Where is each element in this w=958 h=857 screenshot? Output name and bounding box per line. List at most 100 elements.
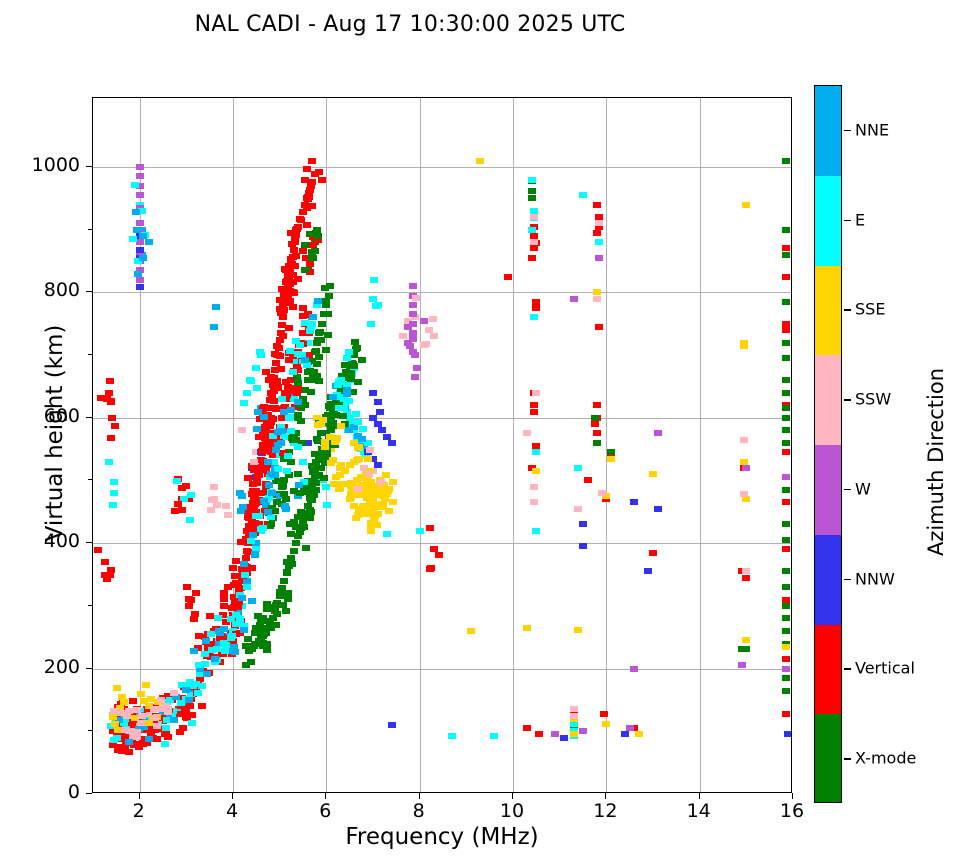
data-point (376, 408, 384, 415)
data-point (303, 439, 312, 446)
data-point (302, 205, 311, 212)
data-point (602, 493, 611, 500)
data-point (264, 494, 273, 501)
data-point (242, 555, 251, 562)
data-point (280, 502, 289, 509)
data-point (649, 471, 657, 478)
data-point (252, 500, 261, 507)
data-point (289, 271, 298, 278)
data-point (317, 176, 326, 183)
data-point (182, 583, 191, 590)
data-point (335, 404, 344, 411)
data-point (264, 444, 273, 451)
data-point (268, 505, 277, 512)
data-point (229, 603, 238, 610)
x-axis-tick (232, 793, 233, 799)
data-point (285, 298, 294, 305)
data-point (159, 718, 167, 725)
data-point (229, 638, 237, 644)
data-point (530, 499, 538, 506)
data-point (411, 352, 419, 359)
data-point (293, 350, 302, 357)
colorbar-label-ssw: SSW (855, 389, 892, 409)
data-point (278, 585, 286, 592)
data-point (263, 646, 272, 653)
data-point (309, 241, 318, 248)
data-point (344, 398, 353, 405)
data-point (258, 447, 267, 454)
data-point (243, 577, 251, 584)
data-point (132, 733, 141, 740)
data-point (238, 493, 247, 500)
data-point (527, 187, 536, 194)
data-point (315, 378, 324, 385)
data-point (305, 260, 314, 267)
data-point (597, 490, 606, 497)
data-point (139, 232, 148, 239)
data-point (350, 502, 359, 509)
data-point (317, 429, 326, 436)
colorbar-label-w: W (855, 479, 871, 499)
data-point (323, 310, 332, 317)
data-point (308, 373, 317, 380)
data-point (138, 736, 147, 743)
data-point (206, 612, 215, 619)
data-point (271, 446, 280, 453)
x-axis-tick (325, 793, 327, 799)
data-point (384, 488, 392, 495)
data-point (579, 192, 587, 199)
data-point (279, 303, 288, 310)
data-point (782, 405, 790, 412)
data-point (233, 582, 242, 589)
data-point (318, 416, 327, 423)
data-point (782, 615, 790, 622)
data-point (307, 389, 316, 396)
data-point (253, 479, 262, 486)
data-point (267, 391, 276, 398)
data-point (235, 489, 244, 496)
data-point (287, 561, 296, 568)
data-point (569, 728, 578, 735)
data-point (238, 503, 247, 510)
data-point (129, 741, 138, 748)
data-point (308, 463, 317, 470)
data-point (305, 482, 314, 489)
data-point (240, 399, 249, 406)
x-axis-tick-label: 16 (779, 800, 805, 822)
data-point (569, 712, 578, 719)
data-point (250, 466, 259, 473)
data-point (96, 395, 105, 402)
data-point (277, 366, 286, 372)
data-point (292, 540, 300, 547)
data-point (782, 273, 790, 280)
data-point (420, 317, 429, 324)
data-point (569, 295, 578, 302)
data-point (238, 602, 247, 609)
data-point (294, 367, 303, 374)
data-point (287, 555, 296, 562)
data-point (338, 413, 347, 420)
data-point (287, 229, 296, 236)
data-point (151, 726, 160, 733)
data-point (135, 229, 144, 236)
data-point (159, 709, 168, 716)
data-point (782, 710, 790, 717)
data-point (305, 328, 314, 335)
data-point (313, 226, 321, 233)
data-point (303, 221, 312, 228)
data-point (630, 725, 639, 732)
gridline-vertical (139, 98, 141, 792)
data-point (260, 403, 269, 410)
data-point (289, 246, 298, 253)
data-point (782, 584, 790, 591)
data-point (195, 662, 204, 669)
data-point (279, 314, 288, 321)
data-point (264, 376, 273, 383)
data-point (296, 529, 305, 536)
data-point (530, 232, 538, 239)
data-point (171, 694, 180, 701)
data-point (325, 433, 334, 440)
data-point (304, 351, 313, 358)
data-point (369, 414, 377, 421)
data-point (163, 716, 172, 723)
